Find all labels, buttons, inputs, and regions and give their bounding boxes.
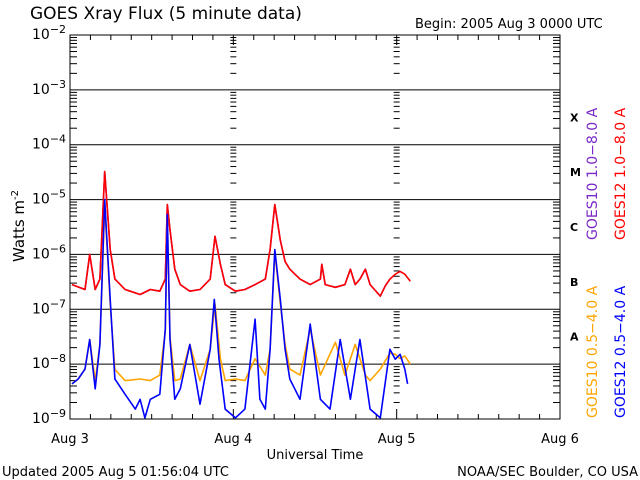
series-line-2	[71, 204, 411, 385]
x-tick-label: Aug 6	[541, 432, 579, 447]
flare-class-c: C	[570, 221, 578, 234]
y-axis-label-text: Watts m	[10, 200, 28, 262]
x-tick-label: Aug 3	[51, 432, 89, 447]
y-tick-label: 10−6	[32, 242, 66, 262]
updated-label: Updated 2005 Aug 5 01:56:04 UTC	[2, 465, 229, 480]
x-axis-label: Universal Time	[267, 448, 364, 463]
x-tick-label: Aug 5	[378, 432, 416, 447]
y-tick-base: 10	[32, 82, 50, 98]
y-tick-base: 10	[32, 192, 50, 208]
plot-frame	[69, 34, 561, 420]
series-line-0	[71, 170, 391, 297]
y-tick-base: 10	[32, 246, 50, 262]
y-axis-label-sup: -2	[10, 190, 21, 200]
y-tick-label: 10−4	[32, 133, 66, 153]
y-tick-label: 10−8	[32, 352, 66, 372]
y-tick-label: 10−9	[32, 407, 66, 427]
legend-entry-3: GOES12 0.5−4.0 A	[613, 285, 629, 418]
y-tick-exp: −5	[50, 188, 66, 201]
y-tick-base: 10	[32, 137, 50, 153]
flare-class-x: X	[570, 111, 579, 124]
y-tick-label: 10−7	[32, 297, 66, 317]
legend-entry-1: GOES12 1.0−8.0 A	[613, 107, 629, 240]
chart-title: GOES Xray Flux (5 minute data)	[30, 4, 302, 24]
y-tick-exp: −4	[50, 133, 66, 146]
begin-label: Begin: 2005 Aug 3 0000 UTC	[415, 17, 603, 32]
y-tick-label: 10−2	[32, 23, 66, 43]
y-tick-base: 10	[32, 27, 50, 43]
y-tick-exp: −7	[50, 297, 66, 310]
y-tick-base: 10	[32, 356, 50, 372]
y-tick-base: 10	[32, 301, 50, 317]
legend-entry-2: GOES10 0.5−4.0 A	[585, 285, 601, 418]
y-tick-label: 10−5	[32, 188, 66, 208]
y-tick-exp: −3	[50, 78, 66, 91]
flare-class-a: A	[570, 331, 579, 344]
y-tick-base: 10	[32, 411, 50, 427]
legend-entry-0: GOES10 1.0−8.0 A	[585, 107, 601, 240]
y-tick-exp: −8	[50, 352, 66, 365]
flare-class-b: B	[570, 276, 578, 289]
series-line-1	[71, 170, 411, 297]
flare-class-m: M	[570, 166, 581, 179]
y-tick-exp: −2	[50, 23, 66, 36]
y-axis-label: Watts m-2	[10, 190, 28, 262]
y-tick-exp: −9	[50, 407, 66, 420]
credit-label: NOAA/SEC Boulder, CO USA	[457, 465, 638, 480]
y-tick-label: 10−3	[32, 78, 66, 98]
x-tick-label: Aug 4	[214, 432, 252, 447]
y-tick-exp: −6	[50, 242, 66, 255]
series-line-3	[71, 198, 409, 419]
